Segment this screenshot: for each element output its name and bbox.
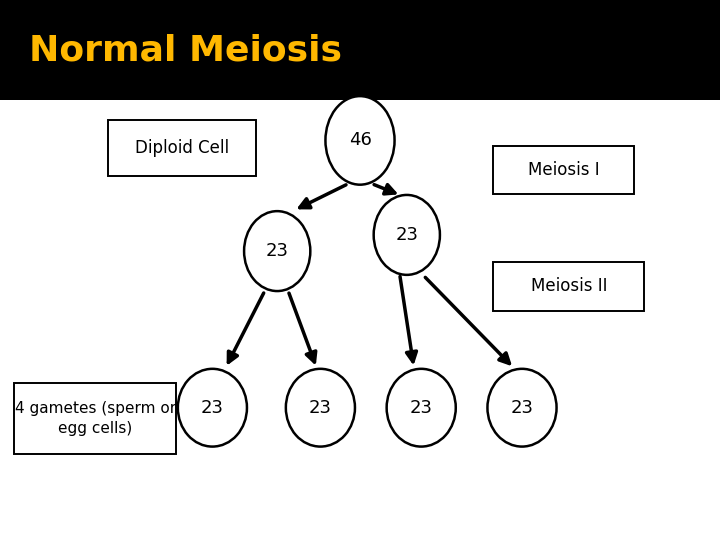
Ellipse shape [178,369,247,447]
Text: Diploid Cell: Diploid Cell [135,139,229,157]
Ellipse shape [487,369,557,447]
Text: Meiosis II: Meiosis II [531,277,607,295]
Text: 23: 23 [201,399,224,417]
Ellipse shape [286,369,355,447]
Text: 23: 23 [510,399,534,417]
Text: 23: 23 [395,226,418,244]
Text: 23: 23 [410,399,433,417]
FancyBboxPatch shape [493,262,644,310]
Ellipse shape [244,211,310,291]
Text: Meiosis I: Meiosis I [528,161,599,179]
FancyBboxPatch shape [108,120,256,176]
Text: 46: 46 [348,131,372,150]
Text: Normal Meiosis: Normal Meiosis [29,33,342,67]
Ellipse shape [325,96,395,185]
Ellipse shape [374,195,440,275]
Text: 23: 23 [266,242,289,260]
FancyBboxPatch shape [14,383,176,454]
FancyBboxPatch shape [493,146,634,194]
FancyBboxPatch shape [0,0,720,100]
Text: 4 gametes (sperm or
egg cells): 4 gametes (sperm or egg cells) [15,401,176,436]
Text: 23: 23 [309,399,332,417]
Ellipse shape [387,369,456,447]
